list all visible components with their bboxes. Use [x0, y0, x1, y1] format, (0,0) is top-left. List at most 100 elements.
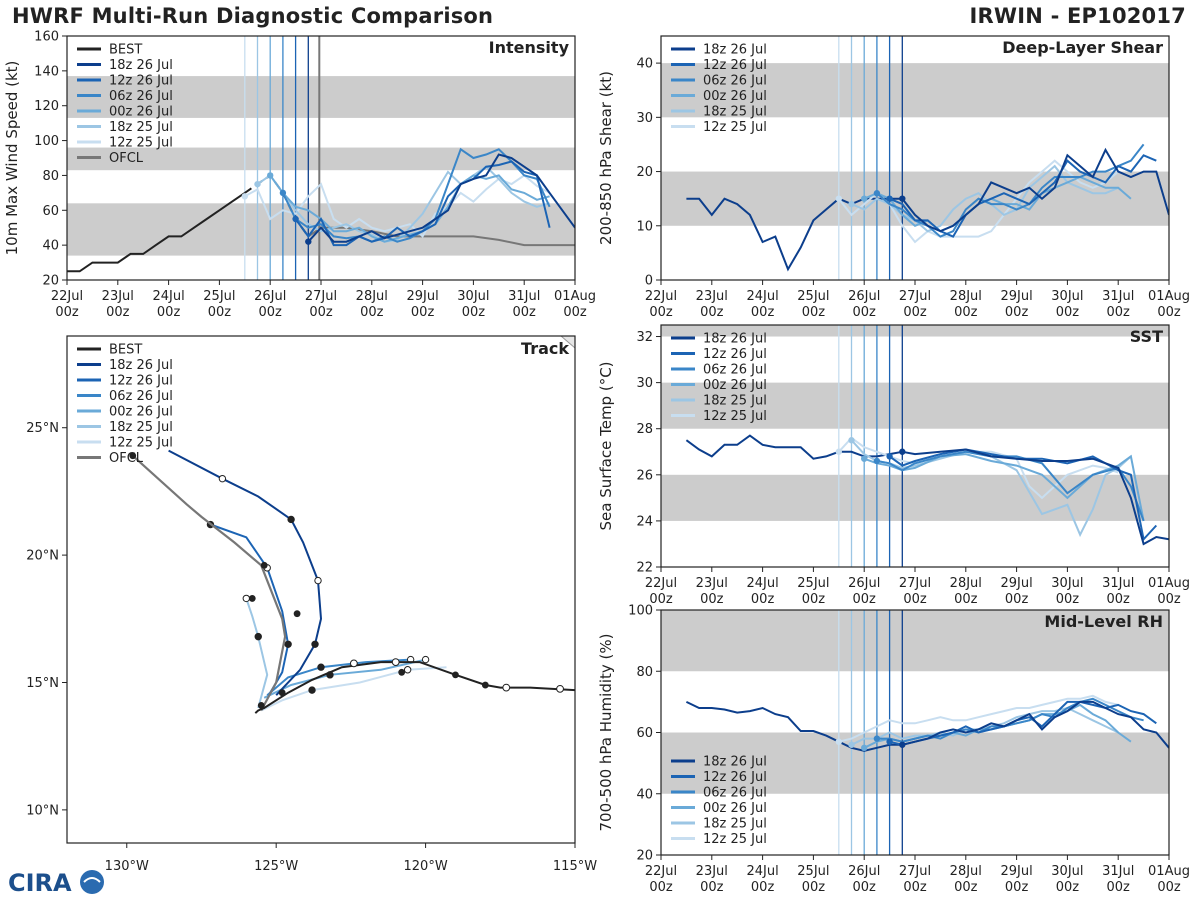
- intensity-band: [67, 203, 575, 256]
- intensity-legend-label: OFCL: [109, 151, 144, 166]
- intensity-ytick-label: 80: [42, 169, 59, 184]
- cira-logo: CIRA: [8, 869, 104, 897]
- shear-frame: [660, 35, 1170, 281]
- intensity-xtick-label: 00z: [309, 305, 333, 320]
- rh-series-line: [902, 700, 1169, 749]
- sst-xtick-label: 27Jul: [899, 576, 931, 591]
- shear-xtick-label: 26Jul: [848, 289, 880, 304]
- shear-xtick-label: 30Jul: [1051, 289, 1083, 304]
- rh-series-start-point: [835, 738, 842, 745]
- sst-title: SST: [1130, 327, 1163, 346]
- intensity-xtick-label: 00z: [411, 305, 435, 320]
- sst-series-start-point: [861, 455, 868, 462]
- shear-xtick-label: 00z: [903, 305, 927, 320]
- track-series-marker: [254, 632, 262, 641]
- track-series-marker: [317, 663, 325, 671]
- track-series-marker: [311, 640, 319, 648]
- rh-xtick-label: 30Jul: [1051, 864, 1083, 879]
- rh-series-start-point: [861, 744, 868, 752]
- shear-data: [686, 143, 1169, 272]
- intensity-series-start-point: [241, 193, 248, 200]
- intensity-ytick-label: 120: [34, 99, 59, 114]
- sst-xtick-label: 29Jul: [1000, 576, 1032, 591]
- intensity-series-line: [294, 160, 551, 247]
- track-series-marker: [284, 640, 292, 648]
- shear-xtick-label: 28Jul: [950, 289, 982, 304]
- intensity-xtick-label: 00z: [360, 305, 384, 320]
- intensity-ytick-label: 140: [34, 64, 59, 79]
- sst-xtick-label: 22Jul: [645, 576, 677, 591]
- shear-series-start-point: [873, 190, 881, 197]
- intensity-ytick-label: 100: [34, 134, 59, 149]
- track-legend-label: 12z 25 Jul: [109, 436, 173, 451]
- rh-xtick-label: 00z: [1056, 880, 1080, 895]
- track-series-line: [168, 449, 323, 696]
- track-legend-label: 12z 26 Jul: [109, 374, 173, 389]
- intensity-series-line: [269, 174, 550, 243]
- sst-ytick-label: 24: [636, 514, 653, 529]
- track-xtick-label: 125°W: [254, 859, 298, 874]
- rh-xtick-label: 00z: [903, 880, 927, 895]
- intensity-series-line: [307, 153, 575, 243]
- intensity-ylabel: 10m Max Wind Speed (kt): [3, 61, 21, 256]
- rh-series-start-point: [848, 741, 855, 748]
- intensity-xtick-label: 00z: [259, 305, 283, 320]
- sst-legend-label: 06z 26 Jul: [703, 363, 767, 378]
- sst-xtick-label: 00z: [853, 592, 877, 607]
- sst-band: [661, 325, 1169, 337]
- intensity-legend-label: 18z 26 Jul: [109, 58, 173, 73]
- shear-band: [661, 171, 1169, 226]
- rh-series-start-point: [899, 741, 906, 748]
- intensity-legend-label: 18z 25 Jul: [109, 120, 173, 135]
- track-ytick-label: 25°N: [26, 421, 59, 436]
- sst-band: [661, 474, 1169, 521]
- sst-ylabel: Sea Surface Temp (°C): [597, 361, 615, 530]
- track-best-marker: [481, 681, 489, 689]
- intensity-xtick-label: 23Jul: [102, 289, 134, 304]
- track-series-marker: [308, 686, 316, 694]
- shear-xtick-label: 00z: [954, 305, 978, 320]
- intensity-legend-label: 12z 25 Jul: [109, 136, 173, 151]
- intensity-data: [67, 147, 575, 273]
- shear-xtick-label: 00z: [1056, 305, 1080, 320]
- sst-legend-label: 18z 26 Jul: [703, 332, 767, 347]
- track-xtick-label: 120°W: [404, 859, 448, 874]
- intensity-band: [67, 76, 575, 118]
- sst-legend-label: 12z 25 Jul: [703, 409, 767, 424]
- intensity-series-start-point: [292, 215, 299, 223]
- sst-xtick-label: 31Jul: [1102, 576, 1134, 591]
- rh-series-line: [889, 700, 1157, 746]
- sst-legend-label: 00z 26 Jul: [703, 378, 767, 393]
- track-xtick-label: 130°W: [105, 859, 149, 874]
- rh-xtick-label: 00z: [853, 880, 877, 895]
- shear-legend-label: 18z 26 Jul: [703, 43, 767, 58]
- intensity-best-line: [67, 192, 246, 273]
- track-best-marker: [278, 689, 286, 697]
- sst-xtick-label: 00z: [954, 592, 978, 607]
- shear-ytick-label: 0: [645, 274, 653, 289]
- sst-xtick-label: 00z: [1157, 592, 1181, 607]
- sst-series-start-point: [886, 453, 893, 460]
- rh-series-start-point: [873, 735, 881, 742]
- sst-xtick-label: 28Jul: [950, 576, 982, 591]
- shear-xtick-label: 00z: [802, 305, 826, 320]
- rh-legend-label: 06z 26 Jul: [703, 786, 767, 801]
- track-series-line: [260, 666, 447, 712]
- track-panel: 10°N 15°N 20°N 25°N 130°W 125°W 120°W 115°W Trac…: [26, 336, 597, 874]
- sst-ytick-label: 28: [636, 422, 653, 437]
- sst-xtick-label: 00z: [1107, 592, 1131, 607]
- sst-data: [685, 434, 1169, 546]
- rh-best-line: [685, 700, 903, 752]
- intensity-xtick-label: 30Jul: [457, 289, 489, 304]
- sst-frame: [660, 324, 1170, 568]
- track-series-marker: [403, 666, 412, 674]
- shear-xtick-label: 00z: [853, 305, 877, 320]
- intensity-legend-label: 06z 26 Jul: [109, 89, 173, 104]
- rh-xtick-label: 01Aug: [1148, 864, 1190, 879]
- sst-ytick-label: 22: [636, 561, 653, 576]
- shear-xtick-label: 24Jul: [746, 289, 778, 304]
- shear-ytick-label: 10: [636, 219, 653, 234]
- shear-xtick-label: 00z: [751, 305, 775, 320]
- figure-title: HWRF Multi-Run Diagnostic Comparison: [12, 4, 494, 28]
